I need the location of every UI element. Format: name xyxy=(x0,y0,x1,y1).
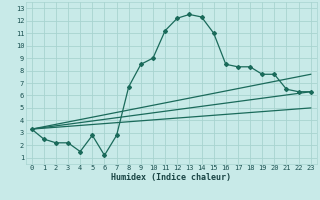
X-axis label: Humidex (Indice chaleur): Humidex (Indice chaleur) xyxy=(111,173,231,182)
